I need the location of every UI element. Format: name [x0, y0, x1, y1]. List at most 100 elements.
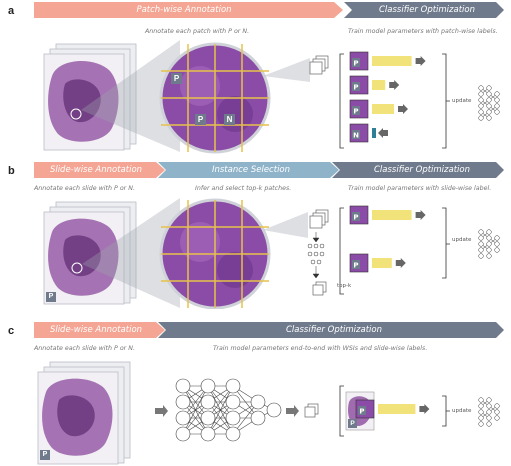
network-node [200, 378, 216, 394]
thumb-label-badge [352, 130, 360, 139]
score-bar [378, 404, 416, 414]
panel-c-thumb-label: P [348, 419, 357, 428]
panel-b-slide-label: P [46, 292, 56, 302]
panel-c-stage1-label: Slide-wise Annotation [49, 325, 143, 335]
panel-c-caption-2: Train model parameters end-to-end with W… [213, 345, 428, 352]
thumb-label: P [353, 214, 358, 222]
panel-b-inference-network [307, 232, 325, 279]
panel-b-stage2-label: Instance Selection [211, 165, 291, 175]
panel-c-slide-label: P [40, 450, 50, 460]
gradient-arrow [419, 404, 430, 414]
panel-a-update-bracket [442, 53, 450, 149]
panel-a-update-label: update [452, 98, 472, 104]
network-node [225, 410, 241, 426]
panel-a-banner [34, 2, 504, 18]
panel-a-graphic: P P P N [43, 40, 500, 154]
thumb-label: P [353, 108, 358, 116]
panel-a-stage1-arrow [34, 2, 343, 18]
thumb-label: P [359, 408, 364, 416]
network-node [175, 410, 191, 426]
gradient-arrow [389, 80, 400, 90]
network-node [225, 394, 241, 410]
thumb-label: P [353, 262, 358, 270]
thumb-label-badge [352, 82, 360, 91]
thumb-label-badge [352, 212, 360, 221]
panel-a-stage1-label: Patch-wise Annotation [136, 5, 232, 15]
panel-b-stage1-arrow [34, 162, 165, 178]
slide-stack [37, 361, 131, 465]
thumb-label: P [353, 60, 358, 68]
score-bar [372, 56, 412, 66]
network-node [225, 426, 241, 442]
feature-cube [304, 403, 319, 418]
panel-a-caption-1: Annotate each patch with P or N. [145, 28, 250, 35]
panel-a-classifier-rows: P P P N [349, 51, 426, 143]
network-node [266, 402, 282, 418]
patch-label-3: N [224, 114, 235, 125]
panel-a-bracket [339, 53, 344, 149]
classifier-row: P [349, 205, 426, 225]
gradient-arrow [395, 258, 406, 268]
panel-c-classifier-rows: P [355, 399, 430, 419]
panel-b-network-icon [478, 229, 500, 259]
thumb-label-badge [352, 106, 360, 115]
gradient-arrow [398, 104, 408, 114]
panel-b-letter: b [8, 165, 15, 177]
panel-b-stage3-arrow [332, 162, 504, 178]
panel-b-caption-2: Infer and select top-k patches. [195, 185, 292, 192]
gradient-arrow [415, 210, 426, 220]
patch-stack-icon [309, 55, 329, 75]
panel-c-update-label: update [452, 408, 472, 414]
panel-a-stage2-arrow [344, 2, 504, 18]
network-node [250, 410, 266, 426]
patch-cone [263, 58, 310, 82]
network-node [175, 378, 191, 394]
panel-c-network-icon [478, 397, 500, 427]
network-node [250, 394, 266, 410]
thumb-label: P [353, 84, 358, 92]
network-node [175, 426, 191, 442]
panel-c-network [175, 378, 282, 442]
network-node [200, 410, 216, 426]
panel-b-graphic: PP [43, 198, 500, 309]
classifier-row: P [349, 253, 406, 273]
network-node [200, 426, 216, 442]
magnified-region [159, 198, 271, 309]
panel-a-network-icon [478, 85, 500, 121]
thumb-label: N [353, 132, 359, 140]
magnified-region [159, 42, 271, 154]
gradient-arrow [378, 128, 388, 138]
panel-c-graphic: P [37, 361, 500, 465]
classifier-row: P [349, 75, 400, 95]
score-bar [372, 80, 386, 90]
network-edge [182, 385, 209, 435]
panel-a-stage2-label: Classifier Optimization [378, 5, 475, 15]
classifier-row: P [349, 51, 426, 71]
arrow-to-feature [286, 405, 299, 417]
panel-c-letter: c [8, 325, 15, 337]
panel-b-update-label: update [452, 237, 472, 243]
panel-b-stage3-label: Classifier Optimization [373, 165, 470, 175]
panel-c-stage1-arrow [34, 322, 165, 338]
thumb-label-badge [352, 260, 360, 269]
network-edge [207, 385, 234, 435]
panel-b-topk-label: top-k [337, 283, 352, 289]
classifier-row: P [355, 399, 430, 419]
score-bar [372, 210, 412, 220]
thumb-label-badge [352, 58, 360, 67]
panel-c-stage2-label: Classifier Optimization [285, 325, 382, 335]
panel-c-banner [34, 322, 504, 338]
score-bar [372, 128, 376, 138]
slide-stack [43, 201, 137, 305]
classifier-row: N [349, 123, 388, 143]
panel-b-topk-stack [312, 281, 327, 296]
score-bar [372, 104, 394, 114]
panel-b-stage1-label: Slide-wise Annotation [49, 165, 143, 175]
zoom-cone [81, 40, 180, 152]
network-node [175, 394, 191, 410]
panel-b-classifier-rows: PP [349, 205, 426, 273]
panel-c-caption-1: Annotate each slide with P or N. [34, 345, 135, 352]
classifier-row: P [349, 99, 408, 119]
network-node [200, 394, 216, 410]
patch-stack-icon [309, 209, 329, 229]
